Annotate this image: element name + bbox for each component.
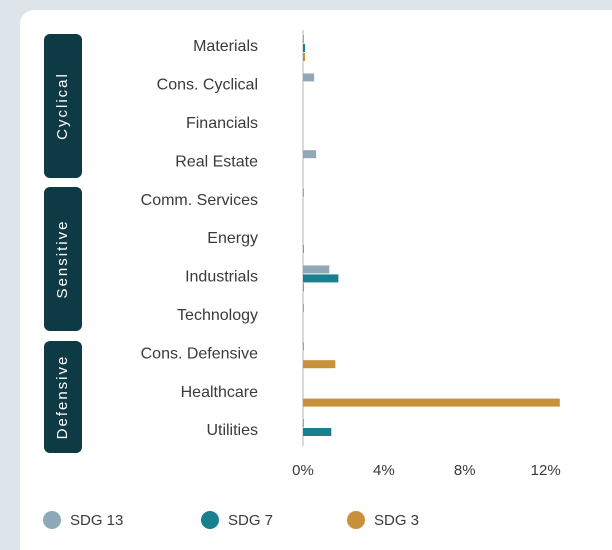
x-tick-label: 8% (454, 462, 476, 479)
legend-label: SDG 7 (228, 512, 273, 529)
group-label: Sensitive (54, 220, 71, 299)
category-label: Industrials (185, 269, 258, 286)
bar (303, 398, 560, 407)
bar (303, 274, 339, 283)
legend-swatch (347, 511, 365, 529)
group-box (44, 187, 82, 331)
legend-label: SDG 3 (374, 512, 419, 529)
category-label: Financials (186, 115, 258, 132)
category-label: Energy (207, 230, 258, 247)
category-label: Comm. Services (141, 192, 258, 209)
category-label: Technology (177, 307, 258, 324)
category-label: Materials (193, 38, 258, 55)
category-label: Healthcare (181, 384, 258, 401)
bar (303, 73, 315, 82)
bar (303, 35, 305, 43)
category-label: Cons. Cyclical (157, 77, 258, 94)
x-tick-label: 0% (292, 462, 314, 479)
bar (303, 188, 305, 197)
group-label: Cyclical (54, 72, 71, 140)
legend-label: SDG 13 (70, 512, 123, 529)
bar (303, 44, 306, 52)
category-label: Utilities (206, 422, 258, 439)
category-label: Real Estate (175, 153, 258, 170)
bar (303, 428, 332, 436)
legend-swatch (43, 511, 61, 529)
bar (303, 360, 336, 369)
bar (303, 265, 330, 274)
group-box (44, 34, 82, 178)
x-tick-label: 12% (531, 462, 561, 479)
group-box (44, 341, 82, 453)
bar (303, 53, 306, 61)
bar (303, 150, 317, 159)
x-tick-label: 4% (373, 462, 395, 479)
legend-swatch (201, 511, 219, 529)
category-label: Cons. Defensive (141, 345, 258, 362)
bar (303, 245, 305, 253)
bar (303, 419, 305, 427)
group-label: Defensive (54, 355, 71, 440)
bar (303, 342, 305, 351)
bar (303, 283, 305, 292)
bar (303, 303, 305, 312)
